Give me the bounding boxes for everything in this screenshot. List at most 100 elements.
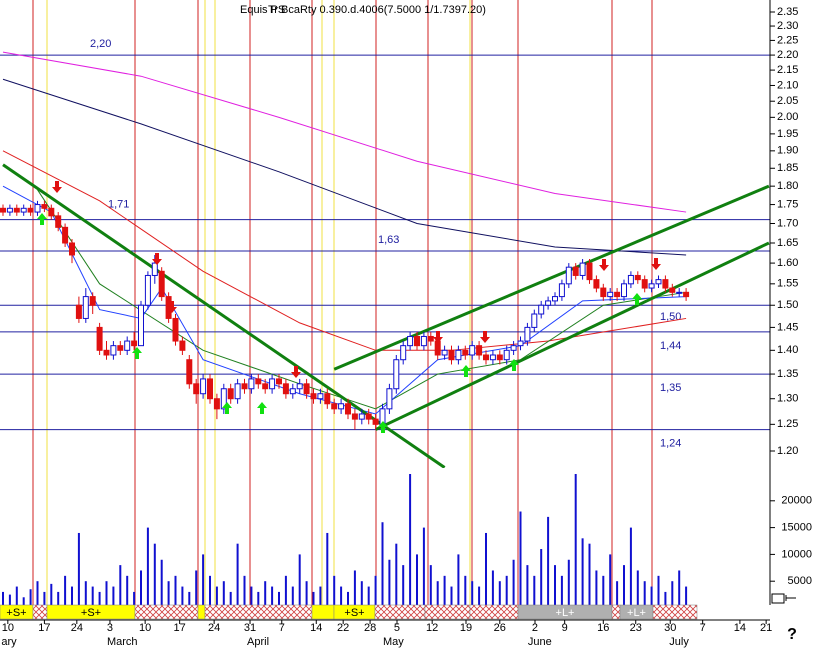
candle-body	[75, 304, 82, 319]
volume-bar	[305, 581, 308, 608]
level-label: 1,35	[660, 382, 681, 394]
y-tick-label: 2.20	[777, 49, 798, 61]
y-tick-label: 1.45	[777, 321, 798, 333]
x-tick-label: 7	[279, 622, 285, 634]
signal-arrow	[222, 402, 232, 414]
candle-body	[586, 262, 593, 281]
volume-bar	[636, 570, 639, 608]
candle-body	[144, 274, 151, 306]
y-tick-label: 1.35	[777, 368, 798, 380]
signal-segment	[32, 604, 48, 620]
x-tick-label: 21	[760, 622, 772, 634]
candle-body	[62, 226, 69, 244]
candle-body	[289, 388, 296, 395]
signal-arrow	[378, 421, 388, 433]
volume-bar	[657, 575, 660, 608]
volume-bar	[202, 554, 205, 608]
volume-bar	[140, 570, 142, 608]
x-tick-label: 10	[2, 622, 14, 634]
axis-box	[771, 593, 785, 604]
volume-bar	[298, 554, 301, 608]
candle-body	[41, 204, 48, 209]
volume-bar	[340, 586, 343, 608]
y-tick-label: 1.80	[777, 180, 798, 192]
volume-bar	[505, 575, 508, 608]
volume-bar	[264, 581, 267, 608]
price-panel: 2,201,711,631,501,441,351,24	[0, 38, 770, 468]
volume-bar	[126, 575, 129, 608]
volume-bar	[326, 532, 329, 608]
y-tick-label: 1.40	[777, 344, 798, 356]
candle-body	[400, 345, 407, 361]
volume-bar	[8, 594, 11, 608]
volume-bar	[181, 586, 184, 608]
candle-body	[607, 291, 614, 298]
candle-body	[241, 383, 248, 390]
x-tick-label: 24	[71, 622, 83, 634]
candle-body	[407, 335, 414, 347]
volume-bar	[2, 591, 4, 608]
month-label: April	[247, 636, 269, 648]
x-tick-label: 31	[244, 622, 256, 634]
x-tick-label: 17	[174, 622, 186, 634]
volume-bar	[409, 474, 412, 608]
candle-body	[296, 383, 303, 390]
candle-body	[476, 345, 483, 356]
volume-bar	[560, 575, 563, 608]
signal-segment	[204, 604, 313, 620]
volume-bar	[581, 538, 584, 608]
volume-bar	[84, 581, 87, 608]
volume-bar	[457, 554, 460, 608]
volume-bar	[650, 586, 653, 608]
volume-bar	[685, 586, 688, 608]
candle-body	[462, 349, 469, 356]
level-label: 1,24	[660, 437, 681, 449]
volume-bar	[167, 581, 170, 608]
candle-body	[27, 207, 34, 213]
volume-bar	[257, 591, 260, 608]
candle-body	[483, 354, 489, 361]
candle-body	[262, 383, 269, 390]
chart-subtitle: Tr BcaRty 0.390.d.4006(7.5000 1/1.7397.2…	[268, 4, 486, 16]
ma-line	[2, 78, 687, 256]
signal-arrow	[52, 181, 62, 193]
trend-line	[333, 184, 770, 371]
y-tick-label: 2.10	[777, 79, 798, 91]
volume-bar	[271, 586, 274, 608]
volume-bar	[229, 591, 232, 608]
volume-bar	[360, 581, 363, 608]
volume-bar	[57, 591, 60, 608]
volume-bar	[284, 575, 287, 608]
candle-body	[255, 378, 262, 385]
volume-tick-label: 10000	[781, 548, 812, 560]
signal-segment	[374, 604, 426, 620]
volume-bar	[98, 591, 101, 608]
candle-body	[593, 279, 600, 289]
help-icon[interactable]: ?	[787, 626, 797, 643]
candle-body	[96, 326, 103, 351]
signal-label: +S+	[6, 607, 26, 619]
volume-bar	[388, 559, 391, 608]
x-tick-label: 10	[139, 622, 151, 634]
signal-segment	[134, 604, 199, 620]
volume-bar	[112, 586, 115, 608]
x-tick-label: 3	[107, 622, 113, 634]
x-tick-label: 26	[494, 622, 506, 634]
candle-body	[103, 349, 110, 356]
candle-body	[48, 207, 55, 217]
volume-bar	[526, 565, 529, 608]
candle-body	[310, 393, 317, 400]
volume-bar	[567, 559, 570, 608]
volume-bar	[519, 511, 522, 608]
x-tick-label: 14	[310, 622, 322, 634]
x-tick-label: 9	[562, 622, 568, 634]
signal-segment	[424, 604, 471, 620]
ma-line	[2, 51, 687, 213]
volume-bar	[464, 575, 467, 608]
volume-bar	[374, 575, 377, 608]
month-label: May	[383, 636, 404, 648]
candle-body	[282, 383, 289, 395]
candle-body	[510, 345, 517, 351]
y-tick-label: 2.15	[777, 64, 798, 76]
